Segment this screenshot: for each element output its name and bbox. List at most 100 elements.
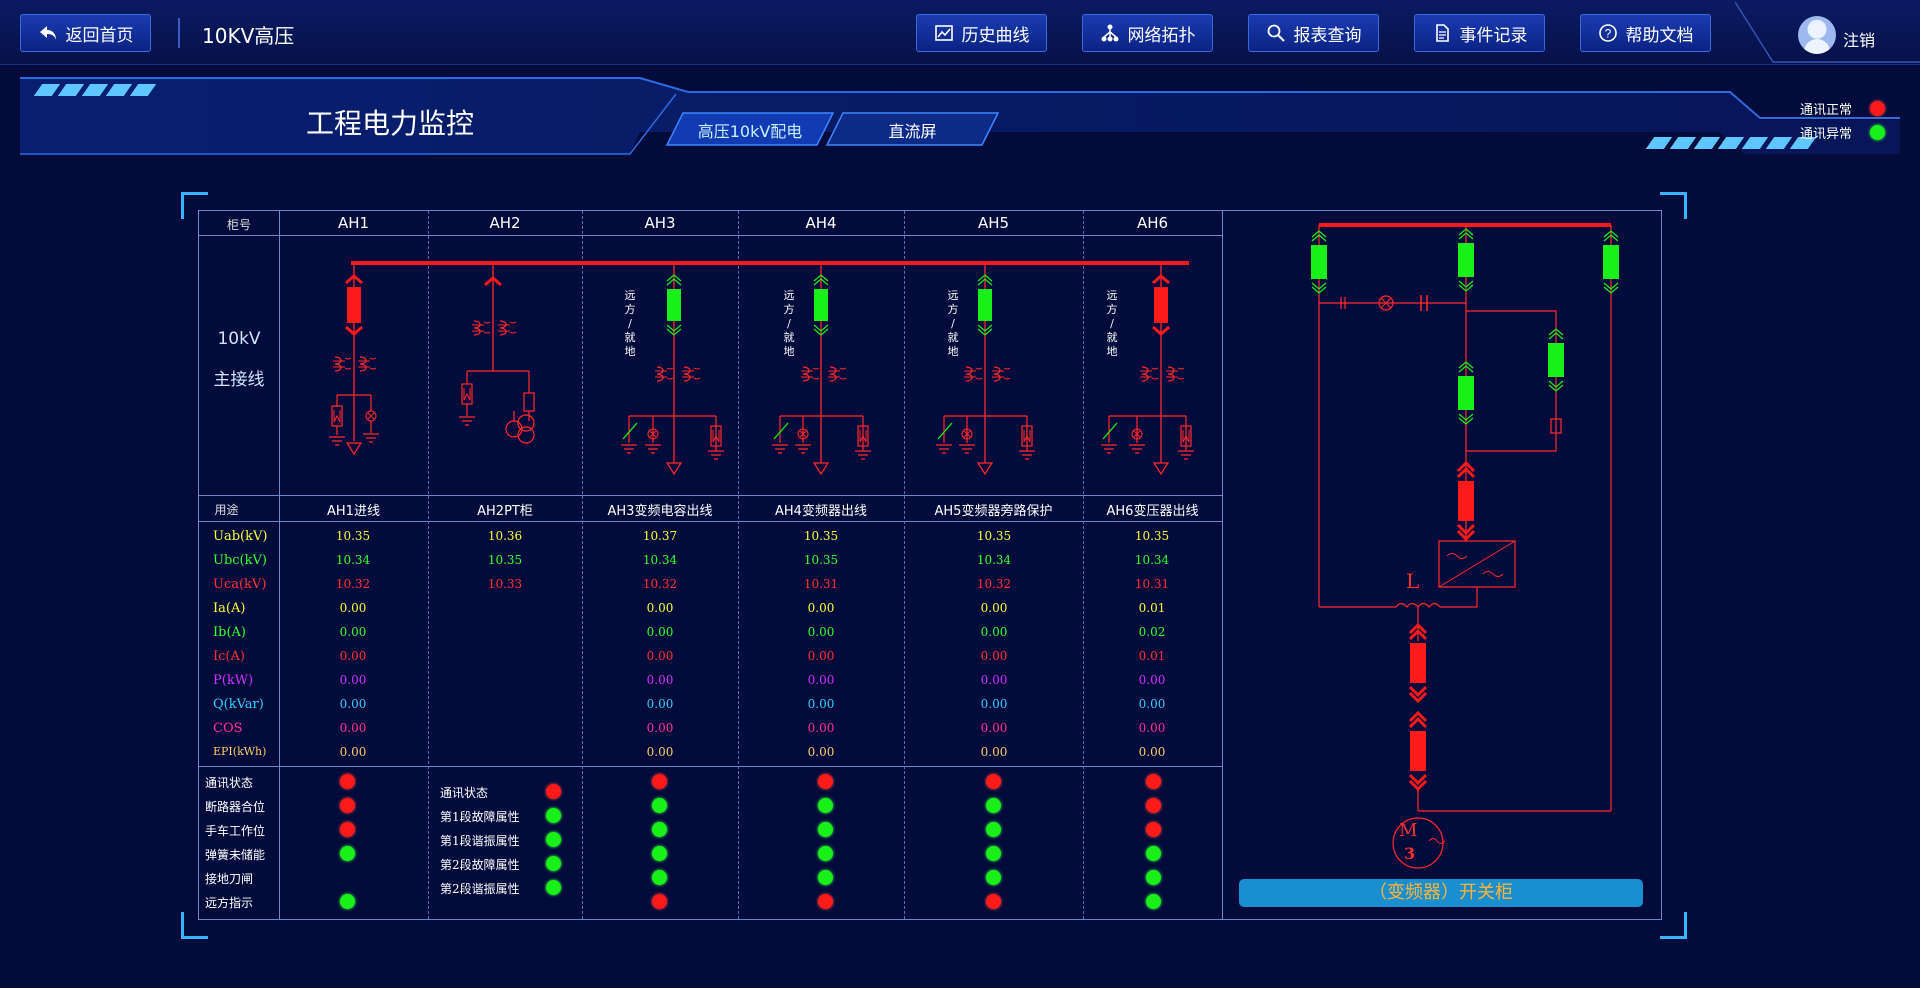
back-home-button[interactable]: 返回首页: [20, 14, 151, 52]
cabinet-table: 柜号 AH1 AH2 AH3 AH4 AH5 AH6 10kV 主接线: [198, 210, 1223, 920]
measure-value: 0.00: [807, 697, 835, 711]
single-line-diagram: [328, 261, 1195, 475]
measure-value: 0.00: [807, 601, 835, 615]
remote-char: 地: [783, 345, 795, 358]
row-line-header: [199, 235, 1222, 236]
history-curve-label: 历史曲线: [961, 25, 1030, 46]
remote-char: /: [787, 317, 791, 330]
status-indicator: [546, 808, 561, 823]
help-doc-label: 帮助文档: [1625, 25, 1694, 46]
col-line-2: [428, 211, 429, 919]
logout-link[interactable]: 注销: [1843, 31, 1876, 50]
help-doc-button[interactable]: ? 帮助文档: [1580, 14, 1711, 52]
measure-value: 0.00: [1138, 673, 1166, 687]
cabinet-ah5: AH5: [977, 214, 1010, 232]
status-indicator: [986, 798, 1001, 813]
measure-value: 0.00: [980, 697, 1008, 711]
tab-hv-label: 高压10kV配电: [697, 122, 803, 141]
cabinet-caption: （变频器）开关柜: [1239, 879, 1643, 907]
measure-value: 0.00: [980, 721, 1008, 735]
measure-value: 10.31: [803, 577, 839, 591]
motor-label: M: [1399, 820, 1418, 841]
cabinet-ah3: AH3: [644, 214, 676, 232]
remote-char: 方: [1106, 303, 1118, 316]
measure-value: 0.00: [339, 697, 367, 711]
event-record-button[interactable]: 事件记录: [1414, 14, 1545, 52]
measure-value: 10.34: [1134, 553, 1170, 567]
status-label: 远方指示: [205, 896, 254, 910]
col-line-3: [582, 211, 583, 919]
usage-ah4: AH4变频器出线: [775, 504, 867, 519]
measure-label: Ubc(kV): [213, 553, 267, 568]
measure-value: 0.00: [807, 673, 835, 687]
tab-hv-bg: [665, 112, 835, 146]
inductor-label: L: [1406, 569, 1420, 593]
measure-value: 10.35: [803, 529, 839, 543]
measure-value: 10.32: [335, 577, 371, 591]
measure-value: 0.00: [339, 745, 367, 759]
measure-value: 0.00: [1138, 721, 1166, 735]
status-indicator: [986, 774, 1001, 789]
col-line-5: [904, 211, 905, 919]
status-indicator: [340, 846, 355, 861]
status-indicator: [986, 870, 1001, 885]
measure-value: 10.36: [487, 529, 523, 543]
remote-local-ah6: 远方 / 就地: [1105, 289, 1119, 359]
event-record-label: 事件记录: [1459, 25, 1528, 46]
col-line-6: [1083, 211, 1084, 919]
row-line-diagram: [199, 495, 1222, 496]
status-indicator: [1146, 846, 1161, 861]
cabinet-ah4: AH4: [805, 214, 837, 232]
status-indicator: [1146, 870, 1161, 885]
remote-char: 地: [624, 345, 636, 358]
help-icon: ?: [1598, 24, 1617, 42]
measure-value: 10.35: [976, 529, 1012, 543]
measure-value: 0.00: [807, 721, 835, 735]
remote-char: 地: [947, 345, 959, 358]
remote-local-ah3: 远方 / 就地: [623, 289, 637, 359]
measure-label: Ia(A): [213, 601, 246, 616]
history-curve-button[interactable]: 历史曲线: [916, 14, 1047, 52]
remote-char: 就: [624, 331, 636, 344]
pt-status-label: 通讯状态: [440, 786, 489, 800]
status-indicator: [652, 870, 667, 885]
frame-corner-br: [1660, 912, 1687, 939]
status-indicator: [1146, 822, 1161, 837]
tab-dc-panel[interactable]: 直流屏: [825, 112, 1000, 146]
legend-abnormal-dot: [1870, 125, 1886, 140]
top-bar: 返回首页 10KV高压 历史曲线 网络拓扑 报表查询 事件记录 ? 帮助文档 注…: [0, 0, 1920, 65]
measure-value: 10.35: [335, 529, 371, 543]
col-line-4: [738, 211, 739, 919]
frame-corner-bl: [181, 912, 208, 939]
measure-value: 10.34: [335, 553, 371, 567]
measure-value: 10.35: [1134, 529, 1170, 543]
status-label: 断路器合位: [205, 800, 266, 814]
row-line-usage: [199, 521, 1222, 522]
tab-hv-distribution[interactable]: 高压10kV配电: [665, 112, 835, 146]
report-query-button[interactable]: 报表查询: [1248, 14, 1379, 52]
status-indicator: [986, 894, 1001, 909]
status-label: 接地刀闸: [205, 872, 254, 886]
status-indicator: [340, 822, 355, 837]
measure-value: 0.00: [646, 625, 674, 639]
status-indicator: [818, 798, 833, 813]
legend-normal-label: 通讯正常: [1800, 103, 1853, 118]
measure-value: 0.00: [646, 721, 674, 735]
status-indicator: [546, 784, 561, 799]
user-avatar[interactable]: [1798, 16, 1836, 54]
measure-value: 0.00: [646, 697, 674, 711]
network-topology-button[interactable]: 网络拓扑: [1082, 14, 1213, 52]
status-indicator: [340, 894, 355, 909]
report-query-label: 报表查询: [1293, 25, 1362, 46]
remote-char: 远: [783, 289, 795, 302]
label-column-divider: [279, 211, 280, 919]
status-label: 通讯状态: [205, 776, 254, 790]
avatar-body: [1804, 39, 1830, 54]
measure-value: 0.00: [646, 745, 674, 759]
status-indicator: [652, 822, 667, 837]
tab-dc-bg: [825, 112, 1000, 146]
status-indicator: [652, 798, 667, 813]
measure-value: 0.00: [980, 625, 1008, 639]
measure-value: 0.00: [339, 649, 367, 663]
frame-corner-tl: [181, 192, 208, 219]
